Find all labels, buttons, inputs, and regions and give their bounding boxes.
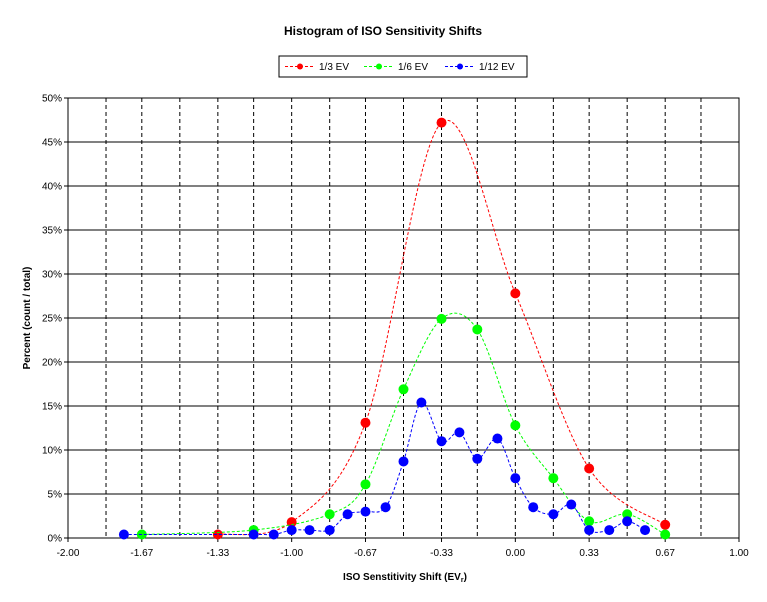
x-tick-label: -1.67 — [130, 548, 153, 559]
x-tick-label: 1.00 — [729, 548, 749, 559]
legend-box — [278, 55, 528, 78]
data-point — [436, 436, 447, 447]
legend-label: 1/12 EV — [479, 62, 515, 73]
chart-legend: 1/3 EV 1/6 EV 1/12 EV — [278, 55, 528, 78]
series-1-6-ev — [136, 312, 671, 540]
data-point — [604, 525, 615, 536]
x-tick-label: -0.33 — [430, 548, 453, 559]
data-point — [492, 433, 503, 444]
data-point — [436, 117, 447, 128]
chart-title: Histogram of ISO Sensitivity Shifts — [284, 24, 482, 38]
data-point — [304, 525, 315, 536]
data-point — [566, 499, 577, 510]
data-point — [324, 509, 335, 520]
data-point — [212, 529, 223, 540]
data-point — [548, 473, 559, 484]
series-1-12-ev — [118, 397, 651, 540]
legend-item-1-12-ev: 1/12 EV — [445, 62, 515, 73]
data-point — [622, 509, 633, 520]
data-point — [360, 506, 371, 517]
data-point — [268, 529, 279, 540]
data-point — [360, 417, 371, 428]
y-axis-ticks: 0% 5% 10% 15% 20% 25% 30% 35% 40% 45% 50% — [42, 94, 68, 545]
data-point — [398, 384, 409, 395]
data-point — [584, 516, 595, 527]
data-point — [660, 529, 671, 540]
data-point — [118, 529, 129, 540]
data-point — [472, 453, 483, 464]
data-point — [472, 324, 483, 335]
data-point — [324, 525, 335, 536]
x-tick-label: 0.00 — [506, 548, 526, 559]
series-line-1-3-ev — [217, 119, 666, 536]
y-tick-label: 10% — [42, 446, 62, 457]
data-point — [454, 427, 465, 438]
data-point — [398, 456, 409, 467]
x-tick-label: -2.00 — [57, 548, 80, 559]
legend-item-1-6-ev: 1/6 EV — [364, 62, 428, 73]
series-1-3-ev — [212, 117, 671, 540]
data-point — [510, 288, 521, 299]
x-tick-label: -0.67 — [354, 548, 377, 559]
x-axis-label-subscript: r — [461, 577, 464, 584]
legend-label: 1/6 EV — [398, 62, 428, 73]
data-point — [660, 519, 671, 530]
y-tick-label: 0% — [48, 534, 63, 545]
x-axis-label-close: ) — [464, 572, 467, 583]
y-tick-label: 50% — [42, 94, 62, 105]
x-axis-label-main: ISO Senstitivity Shift (EV — [343, 572, 461, 583]
legend-marker — [376, 63, 382, 70]
y-tick-label: 25% — [42, 314, 62, 325]
data-point — [640, 525, 651, 536]
series-line-1-6-ev — [141, 312, 666, 535]
data-point — [436, 313, 447, 324]
data-point — [510, 420, 521, 431]
data-point — [510, 473, 521, 484]
y-tick-label: 40% — [42, 182, 62, 193]
y-tick-label: 35% — [42, 226, 62, 237]
legend-marker — [457, 63, 463, 70]
x-axis-ticks: -2.00 -1.67 -1.33 -1.00 -0.67 -0.33 0.00 0.33 0.… — [57, 538, 749, 559]
x-tick-label: -1.33 — [206, 548, 229, 559]
y-tick-label: 45% — [42, 138, 62, 149]
data-point — [342, 509, 353, 520]
y-tick-label: 30% — [42, 270, 62, 281]
x-tick-label: 0.67 — [655, 548, 675, 559]
y-tick-label: 15% — [42, 402, 62, 413]
data-point — [584, 525, 595, 536]
series-layer — [118, 117, 671, 540]
plot-grid — [67, 97, 740, 539]
data-point — [622, 516, 633, 527]
data-point — [416, 397, 427, 408]
x-axis-label: ISO Senstitivity Shift (EVr) — [343, 572, 467, 584]
data-point — [380, 502, 391, 513]
data-point — [528, 502, 539, 513]
legend-item-1-3-ev: 1/3 EV — [285, 62, 349, 73]
legend-label: 1/3 EV — [319, 62, 349, 73]
y-tick-label: 20% — [42, 358, 62, 369]
y-tick-label: 5% — [48, 490, 63, 501]
data-point — [360, 479, 371, 490]
data-point — [584, 463, 595, 474]
data-point — [286, 525, 297, 536]
x-tick-label: -1.00 — [280, 548, 303, 559]
data-point — [248, 529, 259, 540]
y-axis-label: Percent (count / total) — [22, 267, 33, 370]
x-tick-label: 0.33 — [579, 548, 599, 559]
legend-marker — [297, 63, 303, 70]
data-point — [548, 509, 559, 520]
